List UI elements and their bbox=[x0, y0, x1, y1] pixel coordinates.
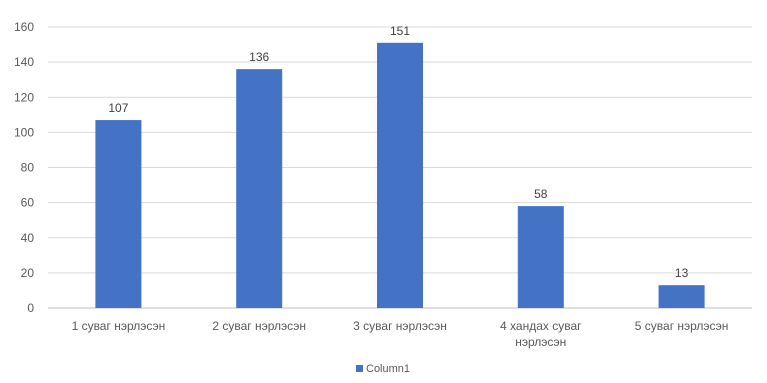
data-label: 107 bbox=[108, 101, 128, 115]
category-label: 5 суваг нэрлэсэн bbox=[635, 319, 729, 333]
bars bbox=[95, 42, 705, 309]
y-tick-label: 60 bbox=[21, 196, 35, 210]
y-tick-label: 120 bbox=[14, 90, 34, 104]
legend-swatch bbox=[356, 365, 363, 372]
data-label: 58 bbox=[534, 187, 548, 201]
y-tick-label: 20 bbox=[21, 266, 35, 280]
category-label: 3 суваг нэрлэсэн bbox=[353, 319, 447, 333]
y-tick-label: 40 bbox=[21, 231, 35, 245]
bar bbox=[95, 120, 142, 308]
category-label: 2 суваг нэрлэсэн bbox=[212, 319, 306, 333]
data-label: 136 bbox=[249, 50, 269, 64]
data-label: 13 bbox=[675, 266, 689, 280]
bar bbox=[517, 206, 564, 308]
y-tick-label: 140 bbox=[14, 55, 34, 69]
bar bbox=[658, 285, 705, 308]
y-tick-label: 80 bbox=[21, 161, 35, 175]
bar bbox=[377, 42, 423, 309]
bar bbox=[236, 69, 283, 309]
y-axis-ticks: 0 20 40 60 80 100 120 140 160 bbox=[14, 20, 34, 315]
legend-label: Column1 bbox=[366, 363, 410, 375]
x-axis-categories: 1 суваг нэрлэсэн 2 суваг нэрлэсэн 3 суваг … bbox=[72, 319, 729, 349]
category-label: 4 хандах суваг нэрлэсэн bbox=[500, 319, 582, 349]
y-tick-label: 160 bbox=[14, 20, 34, 34]
data-labels: 107 136 151 58 13 bbox=[108, 24, 688, 280]
y-tick-label: 0 bbox=[27, 301, 34, 315]
y-tick-label: 100 bbox=[14, 125, 34, 139]
data-label: 151 bbox=[390, 24, 410, 38]
legend: Column1 bbox=[356, 363, 410, 375]
category-label: 1 суваг нэрлэсэн bbox=[72, 319, 166, 333]
